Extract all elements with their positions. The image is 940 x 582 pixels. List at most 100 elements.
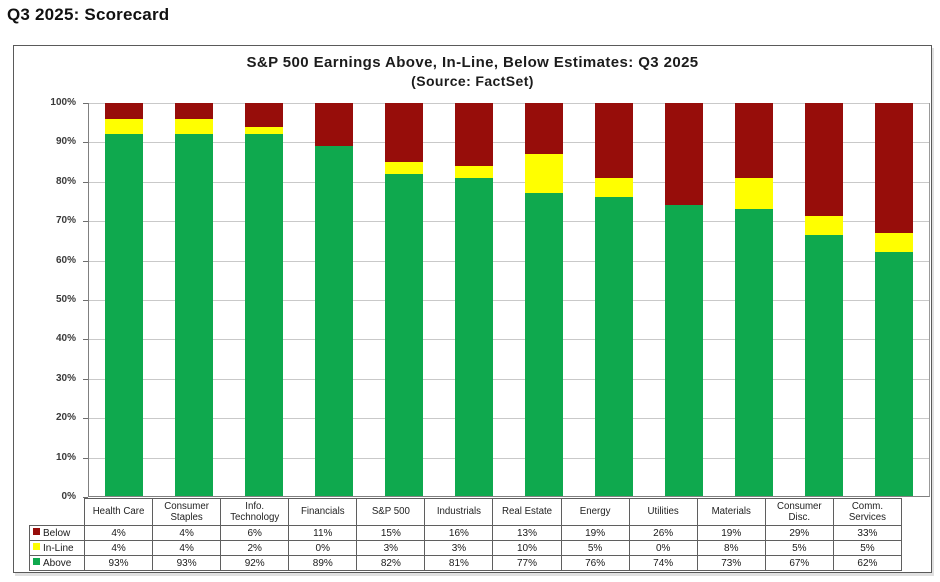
bar-segment-in-line bbox=[595, 177, 633, 198]
y-tick bbox=[83, 457, 88, 459]
value-cell: 0% bbox=[628, 540, 698, 556]
value-cell: 5% bbox=[832, 540, 903, 556]
y-tick bbox=[83, 181, 88, 183]
bar-column-materials bbox=[719, 103, 789, 496]
table-row-above: Above 93% 93% 92% 89% 82% 81% 77% 76% 74% 73% 67% 62… bbox=[29, 555, 903, 571]
value-cell: 67% bbox=[764, 555, 834, 571]
stacked-bar bbox=[175, 103, 213, 496]
bar-segment-in-line bbox=[175, 118, 213, 135]
stacked-bar bbox=[665, 103, 703, 496]
chart-title: S&P 500 Earnings Above, In-Line, Below E… bbox=[246, 54, 699, 71]
legend-cell-in-line: In-Line bbox=[29, 540, 85, 556]
bar-column-utilities bbox=[649, 103, 719, 496]
bar-segment-below bbox=[385, 103, 423, 162]
bar-segment-below bbox=[315, 103, 353, 147]
value-cell: 19% bbox=[560, 525, 630, 541]
value-cell: 93% bbox=[83, 555, 154, 571]
value-cell: 4% bbox=[83, 525, 154, 541]
bar-segment-above bbox=[595, 197, 633, 496]
value-cell: 13% bbox=[492, 525, 562, 541]
bar-segment-below bbox=[805, 103, 843, 216]
y-tick bbox=[83, 260, 88, 262]
value-cell: 16% bbox=[424, 525, 494, 541]
bar-segment-above bbox=[175, 134, 213, 496]
data-table: Health Care Consumer Staples Info. Technol… bbox=[29, 498, 903, 571]
bar-segment-below bbox=[105, 103, 143, 119]
stacked-bar bbox=[875, 103, 913, 496]
bar-column-info-technology bbox=[229, 103, 299, 496]
category-header: Energy bbox=[560, 498, 630, 526]
legend-swatch-below-icon bbox=[33, 528, 40, 536]
gridline-60 bbox=[89, 260, 929, 262]
gridline-70 bbox=[89, 221, 929, 223]
plot-area bbox=[88, 103, 930, 497]
legend-cell-above: Above bbox=[29, 555, 85, 571]
y-axis-label-80: 80% bbox=[55, 175, 76, 187]
chart-frame: S&P 500 Earnings Above, In-Line, Below E… bbox=[13, 45, 932, 573]
value-cell: 93% bbox=[152, 555, 222, 571]
gridline-80 bbox=[89, 181, 929, 183]
bar-column-real-estate bbox=[509, 103, 579, 496]
y-axis-label-10: 10% bbox=[55, 451, 76, 463]
bar-segment-in-line bbox=[245, 126, 283, 135]
y-axis-label-70: 70% bbox=[55, 215, 76, 227]
y-axis-label-30: 30% bbox=[55, 372, 76, 384]
bar-column-industrials bbox=[439, 103, 509, 496]
y-axis-label-60: 60% bbox=[55, 254, 76, 266]
category-header: Consumer Disc. bbox=[764, 498, 834, 526]
value-cell: 0% bbox=[288, 540, 358, 556]
bar-segment-in-line bbox=[805, 215, 843, 236]
gridline-90 bbox=[89, 142, 929, 144]
value-cell: 3% bbox=[424, 540, 494, 556]
bar-segment-below bbox=[735, 103, 773, 178]
bar-segment-above bbox=[315, 146, 353, 496]
bar-segment-above bbox=[105, 134, 143, 496]
bar-segment-below bbox=[175, 103, 213, 119]
value-cell: 82% bbox=[356, 555, 426, 571]
value-cell: 89% bbox=[288, 555, 358, 571]
bar-segment-above bbox=[735, 209, 773, 496]
y-tick bbox=[83, 221, 88, 223]
bar-column-financials bbox=[299, 103, 369, 496]
y-tick bbox=[83, 300, 88, 301]
gridline-10 bbox=[89, 457, 929, 459]
y-axis-label-20: 20% bbox=[55, 412, 76, 424]
gridline-50 bbox=[89, 300, 929, 301]
bar-column-comm-services bbox=[859, 103, 929, 496]
bar-segment-above bbox=[385, 173, 423, 496]
category-header: Utilities bbox=[628, 498, 698, 526]
bar-segment-below bbox=[245, 103, 283, 127]
bar-segment-above bbox=[665, 205, 703, 496]
page-title: Q3 2025: Scorecard bbox=[7, 5, 170, 24]
bar-segment-in-line bbox=[105, 118, 143, 135]
value-cell: 26% bbox=[628, 525, 698, 541]
value-cell: 19% bbox=[696, 525, 766, 541]
value-cell: 15% bbox=[356, 525, 426, 541]
stacked-bar bbox=[315, 103, 353, 496]
stacked-bar bbox=[455, 103, 493, 496]
stacked-bar bbox=[805, 103, 843, 496]
bar-column-consumer-disc- bbox=[789, 103, 859, 496]
gridline-40 bbox=[89, 339, 929, 341]
y-axis-label-40: 40% bbox=[55, 333, 76, 345]
bar-segment-above bbox=[455, 177, 493, 496]
table-row-in-line: In-Line 4% 4% 2% 0% 3% 3% 10% 5% 0% 8% 5% 5% bbox=[29, 540, 903, 556]
legend-swatch-in-line-icon bbox=[33, 543, 40, 551]
bar-column-s-p-500 bbox=[369, 103, 439, 496]
category-header: Industrials bbox=[424, 498, 494, 526]
category-header: Materials bbox=[696, 498, 766, 526]
bar-segment-in-line bbox=[525, 154, 563, 194]
bar-segment-above bbox=[805, 235, 843, 496]
category-header: Health Care bbox=[83, 498, 154, 526]
value-cell: 8% bbox=[696, 540, 766, 556]
bar-segment-above bbox=[245, 134, 283, 496]
y-axis-label-50: 50% bbox=[55, 294, 76, 305]
bar-segment-above bbox=[875, 252, 913, 496]
legend-swatch-above-icon bbox=[33, 558, 40, 566]
value-cell: 6% bbox=[220, 525, 290, 541]
stacked-bar bbox=[525, 103, 563, 496]
category-header: Real Estate bbox=[492, 498, 562, 526]
y-tick bbox=[83, 418, 88, 420]
bar-segment-in-line bbox=[875, 232, 913, 253]
